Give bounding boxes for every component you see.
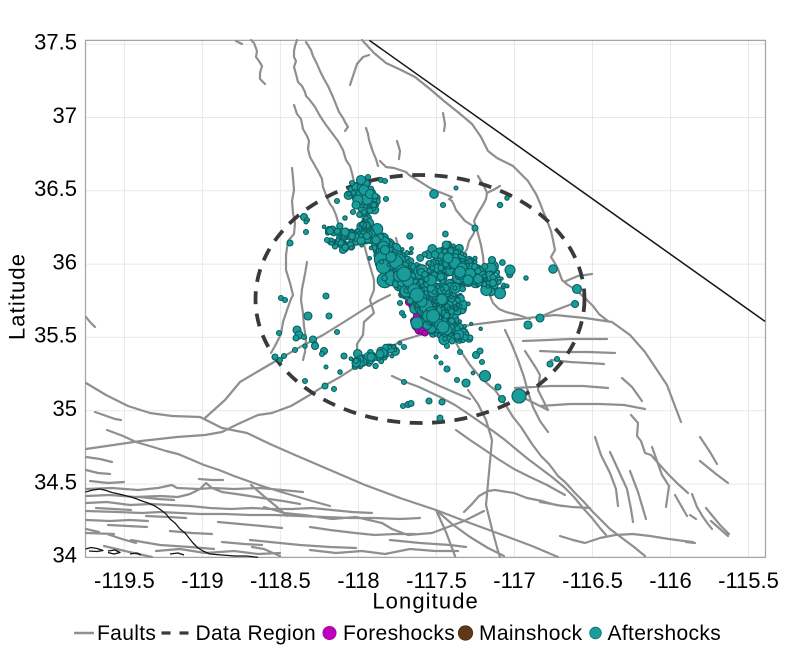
svg-text:Aftershocks: Aftershocks xyxy=(608,622,722,645)
svg-text:-116: -116 xyxy=(649,568,691,593)
svg-text:37: 37 xyxy=(53,103,77,128)
svg-text:36.5: 36.5 xyxy=(34,176,77,201)
svg-text:-116.5: -116.5 xyxy=(562,568,623,593)
svg-text:35.5: 35.5 xyxy=(34,323,77,348)
svg-text:-119.5: -119.5 xyxy=(94,568,155,593)
svg-text:-118: -118 xyxy=(337,568,379,593)
svg-text:36: 36 xyxy=(53,249,77,274)
svg-text:-115.5: -115.5 xyxy=(718,568,779,593)
svg-text:34: 34 xyxy=(53,543,77,568)
svg-text:Mainshock: Mainshock xyxy=(479,622,583,645)
svg-text:37.5: 37.5 xyxy=(34,30,77,55)
svg-text:-118.5: -118.5 xyxy=(250,568,311,593)
svg-text:Data Region: Data Region xyxy=(196,622,317,645)
svg-text:-117: -117 xyxy=(493,568,535,593)
svg-text:Faults: Faults xyxy=(97,622,156,645)
svg-text:34.5: 34.5 xyxy=(34,469,77,494)
svg-text:35: 35 xyxy=(53,396,77,421)
svg-text:-117.5: -117.5 xyxy=(406,568,467,593)
svg-text:Longitude: Longitude xyxy=(372,589,479,614)
svg-text:Latitude: Latitude xyxy=(5,253,30,340)
svg-text:Foreshocks: Foreshocks xyxy=(343,622,455,645)
svg-text:-119: -119 xyxy=(181,568,223,593)
